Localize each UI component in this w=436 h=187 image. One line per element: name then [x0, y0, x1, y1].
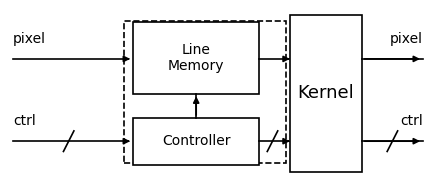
Bar	[133, 118, 259, 165]
Text: pixel: pixel	[13, 32, 46, 46]
Bar	[124, 21, 286, 163]
Text: Kernel: Kernel	[297, 85, 354, 102]
Text: ctrl: ctrl	[13, 114, 36, 128]
Text: Controller: Controller	[162, 134, 231, 148]
Text: pixel: pixel	[390, 32, 423, 46]
Bar	[290, 15, 362, 172]
Bar	[133, 22, 259, 94]
Text: Line
Memory: Line Memory	[168, 43, 225, 73]
Text: ctrl: ctrl	[400, 114, 423, 128]
